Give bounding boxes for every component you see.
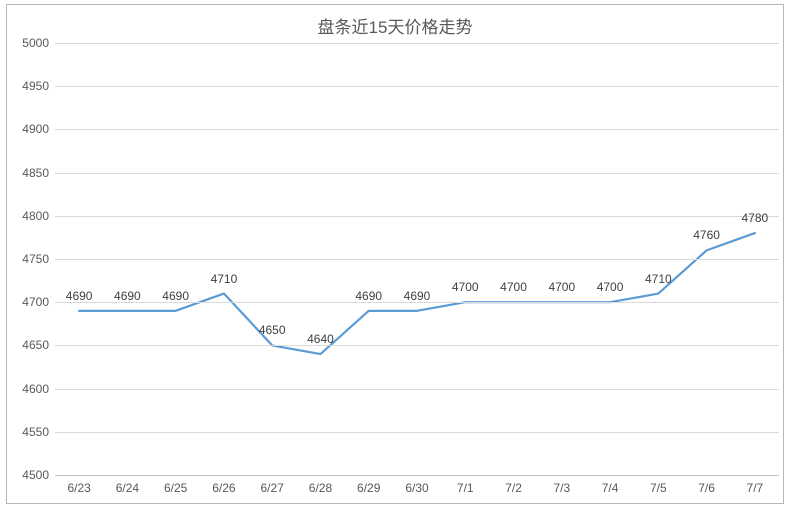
x-tick-label: 6/24 <box>116 475 139 495</box>
data-label: 4690 <box>162 289 189 303</box>
x-tick-label: 6/28 <box>309 475 332 495</box>
y-tick-label: 4900 <box>22 122 55 136</box>
data-label: 4690 <box>114 289 141 303</box>
x-tick-label: 6/25 <box>164 475 187 495</box>
x-tick-label: 6/30 <box>405 475 428 495</box>
y-tick-label: 4850 <box>22 166 55 180</box>
data-label: 4760 <box>693 228 720 242</box>
data-label: 4700 <box>597 280 624 294</box>
data-label: 4690 <box>355 289 382 303</box>
plot-area: 4500455046004650470047504800485049004950… <box>55 43 779 475</box>
y-tick-label: 4700 <box>22 295 55 309</box>
data-label: 4650 <box>259 323 286 337</box>
gridline <box>55 173 779 174</box>
x-tick-label: 6/29 <box>357 475 380 495</box>
x-tick-label: 6/26 <box>212 475 235 495</box>
y-tick-label: 4500 <box>22 468 55 482</box>
gridline <box>55 216 779 217</box>
y-tick-label: 4550 <box>22 425 55 439</box>
x-tick-label: 7/2 <box>505 475 522 495</box>
y-tick-label: 4600 <box>22 382 55 396</box>
x-tick-label: 7/6 <box>698 475 715 495</box>
gridline <box>55 389 779 390</box>
y-tick-label: 4650 <box>22 338 55 352</box>
gridline <box>55 43 779 44</box>
data-label: 4640 <box>307 332 334 346</box>
y-tick-label: 5000 <box>22 36 55 50</box>
gridline <box>55 129 779 130</box>
data-label: 4700 <box>452 280 479 294</box>
chart-title: 盘条近15天价格走势 <box>7 13 783 38</box>
data-label: 4780 <box>742 211 769 225</box>
x-tick-label: 6/23 <box>67 475 90 495</box>
data-label: 4710 <box>645 272 672 286</box>
data-label: 4710 <box>211 272 238 286</box>
x-tick-label: 7/1 <box>457 475 474 495</box>
x-tick-label: 7/3 <box>553 475 570 495</box>
gridline <box>55 259 779 260</box>
data-label: 4690 <box>66 289 93 303</box>
y-tick-label: 4950 <box>22 79 55 93</box>
y-tick-label: 4800 <box>22 209 55 223</box>
y-tick-label: 4750 <box>22 252 55 266</box>
data-label: 4690 <box>404 289 431 303</box>
chart-frame: 盘条近15天价格走势 4500 4550 4600 4650 4700 4750 4800 4… <box>6 4 784 504</box>
gridline <box>55 345 779 346</box>
data-label: 4700 <box>548 280 575 294</box>
data-label: 4700 <box>500 280 527 294</box>
x-tick-label: 6/27 <box>261 475 284 495</box>
gridline <box>55 86 779 87</box>
x-tick-label: 7/5 <box>650 475 667 495</box>
x-tick-label: 7/4 <box>602 475 619 495</box>
x-tick-label: 7/7 <box>747 475 764 495</box>
gridline <box>55 432 779 433</box>
